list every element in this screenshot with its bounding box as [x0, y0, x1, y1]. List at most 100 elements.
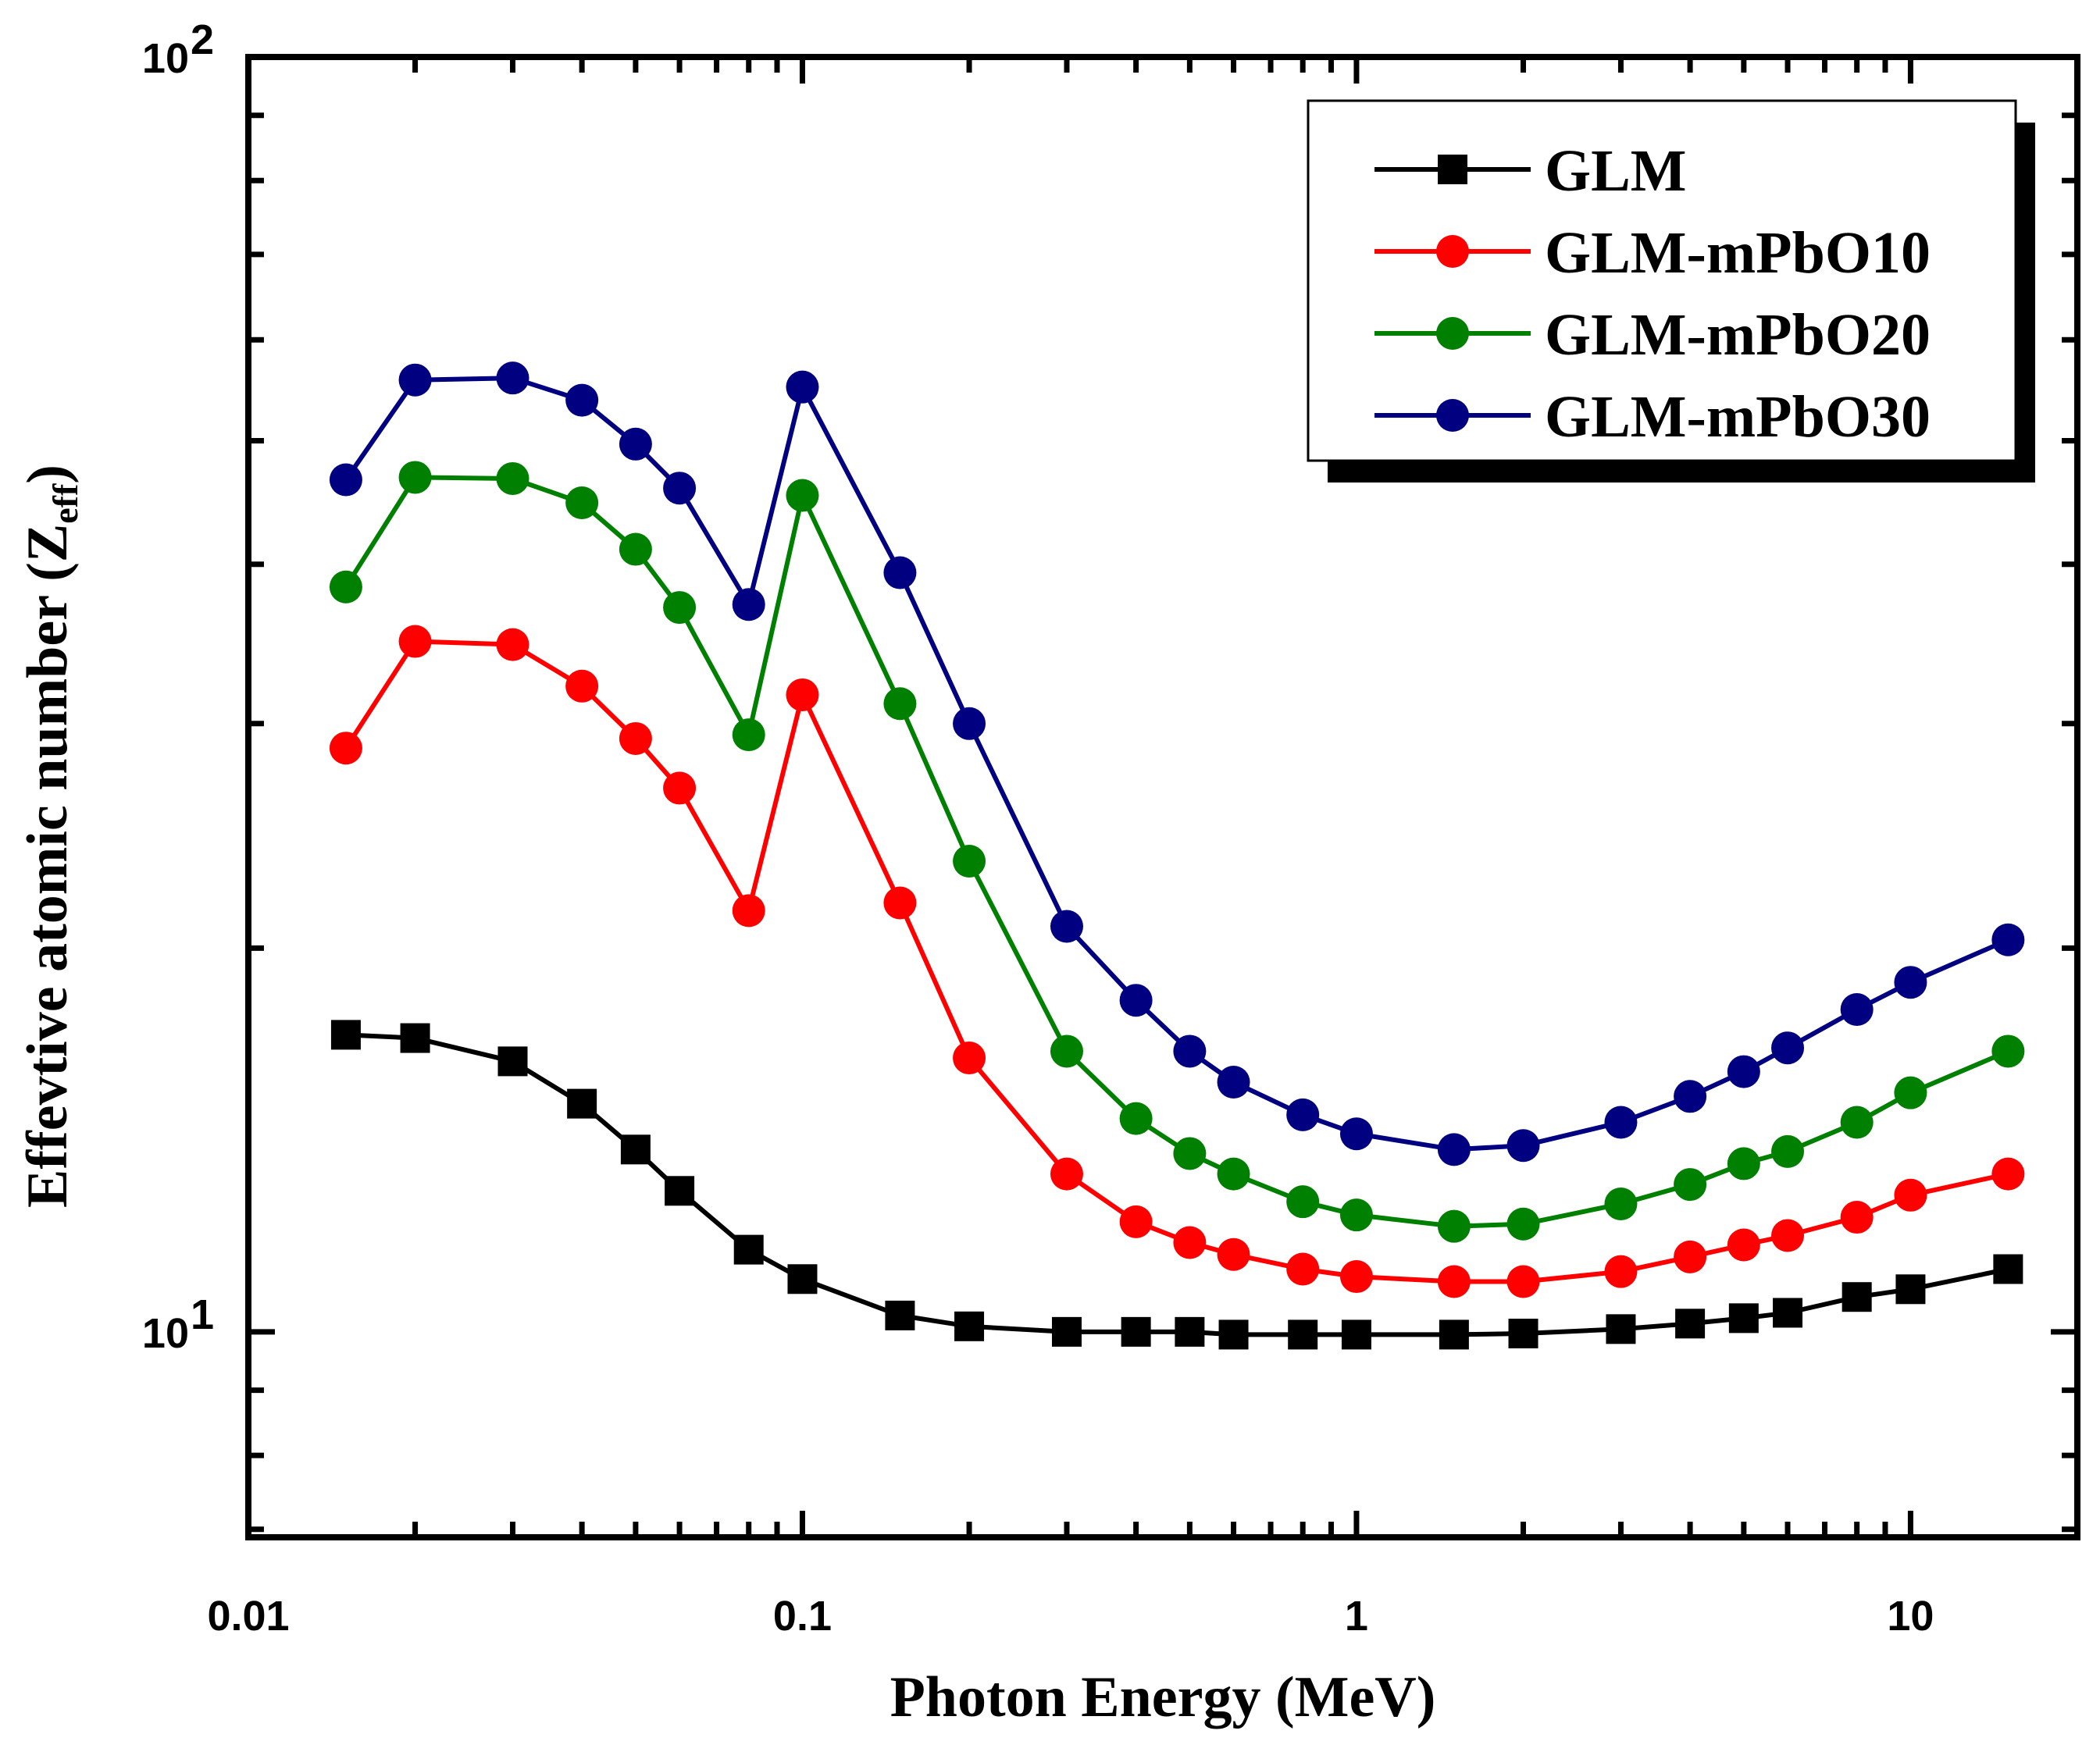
legend-item: GLM-mPbO20	[1374, 302, 1931, 368]
series-GLM-mPbO20	[329, 461, 2025, 1243]
data-point	[1606, 1314, 1636, 1344]
data-point	[565, 383, 599, 417]
data-point	[1119, 1102, 1153, 1135]
data-point	[1991, 1034, 2025, 1068]
legend: GLM GLM-mPbO10 GLM-mPbO20 GLM-mPbO30	[1307, 99, 2035, 483]
data-point	[786, 479, 819, 512]
data-point	[1121, 1316, 1151, 1347]
data-point	[1674, 1168, 1707, 1202]
data-point	[1173, 1034, 1207, 1068]
y-tick-label-base: 10	[142, 1310, 189, 1357]
data-point	[1506, 1265, 1540, 1298]
data-point	[953, 707, 986, 740]
data-point	[1339, 1260, 1373, 1294]
data-point	[663, 472, 697, 505]
data-point	[1439, 1319, 1469, 1350]
data-point	[620, 1134, 651, 1165]
data-point	[1218, 1319, 1249, 1350]
data-point	[1728, 1303, 1759, 1334]
y-axis-title-subscript: eff	[45, 483, 85, 524]
data-point	[1051, 1316, 1082, 1347]
data-point	[497, 1046, 528, 1077]
data-point	[1508, 1318, 1538, 1348]
data-point	[1173, 1226, 1207, 1259]
data-point	[565, 669, 599, 703]
data-point	[1217, 1237, 1250, 1271]
data-point	[1771, 1219, 1805, 1252]
series-GLM	[330, 1020, 2023, 1350]
data-point	[1771, 1031, 1805, 1065]
data-point	[1437, 1265, 1471, 1298]
x-tick-label: 0.01	[207, 1593, 289, 1640]
data-point	[1050, 1034, 1083, 1068]
data-point	[1894, 966, 1927, 999]
data-point	[330, 1020, 361, 1050]
data-point	[1991, 1157, 2025, 1191]
data-point	[786, 370, 819, 404]
legend-label: GLM	[1545, 138, 1687, 204]
legend-box	[1307, 99, 2017, 462]
data-point	[1771, 1134, 1805, 1168]
data-point	[496, 361, 529, 395]
data-point	[953, 1042, 986, 1075]
data-point	[1437, 1209, 1471, 1243]
data-point	[953, 844, 986, 878]
data-point	[1339, 1198, 1373, 1232]
x-tick-label: 1	[1345, 1593, 1368, 1640]
data-point	[329, 732, 362, 765]
x-tick-label: 10	[1887, 1593, 1934, 1640]
series-GLM-mPbO30	[329, 361, 2025, 1166]
data-point	[732, 718, 765, 752]
data-point	[1341, 1319, 1371, 1350]
data-point	[733, 1234, 764, 1265]
series-line	[344, 639, 2009, 1284]
data-point	[398, 625, 432, 658]
data-point	[619, 721, 652, 755]
data-point	[1286, 1185, 1320, 1219]
legend-marker	[1436, 399, 1469, 432]
data-point	[398, 363, 432, 397]
data-point	[1604, 1255, 1638, 1288]
data-point	[1840, 1106, 1874, 1139]
data-point	[883, 886, 917, 920]
data-point	[619, 427, 652, 461]
data-point	[1993, 1254, 2023, 1284]
data-point	[1894, 1178, 1927, 1212]
legend-label: GLM-mPbO20	[1545, 302, 1931, 368]
data-point	[496, 461, 529, 495]
y-tick-label-exponent: 2	[191, 16, 214, 63]
data-point	[565, 486, 599, 519]
data-point	[400, 1023, 430, 1053]
legend-label: GLM-mPbO30	[1545, 384, 1931, 450]
data-point	[1288, 1319, 1318, 1350]
data-point	[1895, 1274, 1926, 1305]
data-point	[787, 1264, 818, 1294]
plot-frame	[245, 54, 2080, 1540]
series-layer	[329, 361, 2025, 1350]
legend-marker	[1436, 317, 1469, 350]
data-point	[665, 1176, 695, 1206]
data-point	[1339, 1117, 1373, 1151]
x-tick-label: 0.1	[773, 1593, 832, 1640]
data-point	[954, 1311, 985, 1341]
data-point	[1175, 1316, 1205, 1347]
data-point	[1840, 1201, 1874, 1234]
data-point	[1727, 1228, 1760, 1262]
legend-label: GLM-mPbO10	[1545, 220, 1931, 286]
data-point	[329, 570, 362, 604]
data-point	[1674, 1240, 1707, 1273]
y-tick-label-base: 10	[142, 35, 189, 82]
data-point	[1675, 1309, 1706, 1339]
data-point	[1727, 1055, 1760, 1088]
legend-item: GLM-mPbO30	[1374, 384, 1931, 450]
data-point	[1119, 984, 1153, 1017]
x-tick-labels: 0.01 0.1 1 10	[207, 1593, 1934, 1640]
data-point	[398, 461, 432, 494]
data-point	[883, 556, 917, 589]
legend-marker	[1436, 235, 1469, 268]
data-point	[732, 894, 765, 928]
data-point	[1604, 1187, 1638, 1220]
data-point	[663, 591, 697, 625]
